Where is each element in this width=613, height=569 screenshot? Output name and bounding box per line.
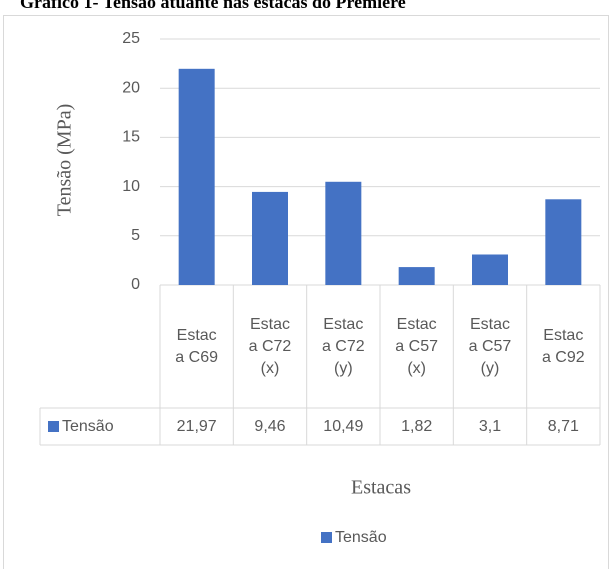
bar <box>398 267 435 285</box>
y-tick-label: 15 <box>122 129 140 146</box>
x-tick-label: Estaca C72 (y) <box>321 315 365 377</box>
x-tick-label: Estaca C92 <box>541 326 585 366</box>
bar <box>252 191 288 285</box>
chart-title: Gráfico 1- Tensão atuante nas estacas do… <box>20 0 406 12</box>
y-tick-label: 20 <box>122 79 140 96</box>
x-category-cell: Estaca C69 <box>160 285 233 408</box>
bar <box>325 181 362 285</box>
chart-frame <box>3 15 609 569</box>
x-category-cell: Estaca C57 (x) <box>380 285 453 408</box>
legend-swatch <box>48 421 59 432</box>
cell-wrap: Estaca C57 (x) <box>380 285 453 408</box>
table-value: 3,1 <box>479 418 501 435</box>
legend-swatch <box>321 532 332 543</box>
x-category-cell: Estaca C72 (x) <box>233 285 306 408</box>
table-value: 8,71 <box>548 418 579 435</box>
x-category-cell: Estaca C92 <box>527 285 600 408</box>
x-tick-label: Estaca C57 (y) <box>468 315 512 377</box>
cell-wrap: Estaca C72 (x) <box>233 285 306 408</box>
y-tick-label: 10 <box>122 178 140 195</box>
bar <box>472 254 508 285</box>
x-tick-label: Estaca C57 (x) <box>395 315 438 377</box>
table-value: 21,97 <box>177 418 217 435</box>
legend-label: Tensão <box>335 529 387 546</box>
table-value: 1,82 <box>401 418 432 435</box>
y-axis-title: Tensão (MPa) <box>54 104 76 216</box>
x-tick-label: Estaca C72 (x) <box>248 315 292 377</box>
bar <box>545 199 582 285</box>
y-tick-label: 0 <box>131 276 140 293</box>
x-category-cell: Estaca C57 (y) <box>453 285 526 408</box>
cell-wrap: Estaca C92 <box>527 285 600 408</box>
table-series-name: Tensão <box>62 418 114 435</box>
y-tick-label: 25 <box>122 30 140 47</box>
x-tick-label: Estaca C69 <box>175 326 218 366</box>
x-category-cell: Estaca C72 (y) <box>307 285 380 408</box>
cell-wrap: Estaca C57 (y) <box>453 285 526 408</box>
cell-wrap: Estaca C72 (y) <box>307 285 380 408</box>
cell-wrap: Estaca C69 <box>160 285 233 408</box>
x-axis-title: Estacas <box>351 477 411 499</box>
bar <box>178 68 215 285</box>
y-tick-label: 5 <box>131 227 140 244</box>
table-value: 9,46 <box>254 418 285 435</box>
table-value: 10,49 <box>323 418 363 435</box>
